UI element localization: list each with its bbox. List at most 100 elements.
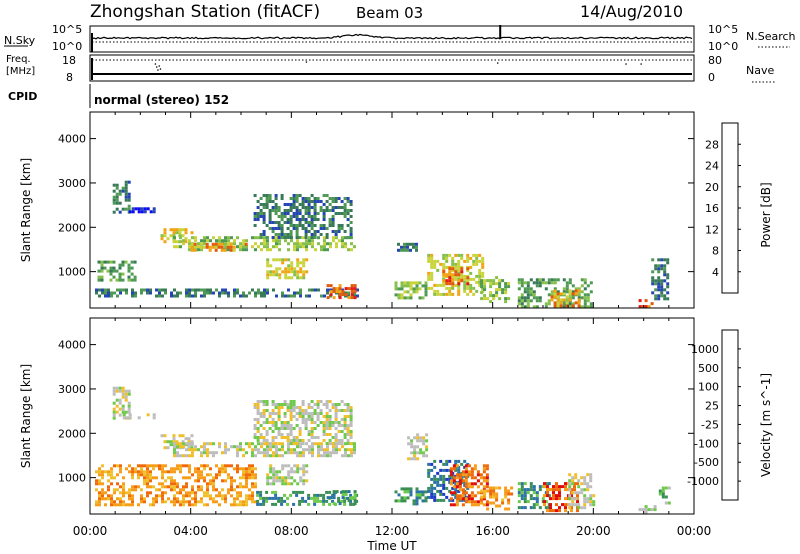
cell	[580, 506, 584, 510]
cell	[134, 485, 137, 489]
cell	[172, 437, 176, 441]
cell	[337, 430, 341, 433]
cell	[341, 493, 345, 497]
cell	[281, 442, 284, 446]
cell	[277, 403, 281, 406]
colorbar-tick-label: 28	[705, 138, 719, 151]
cell	[110, 503, 113, 507]
cell	[568, 503, 572, 507]
cell	[113, 291, 116, 295]
cell	[556, 295, 560, 299]
cell	[418, 496, 422, 500]
cell	[289, 418, 293, 421]
cell	[433, 486, 437, 490]
cell	[283, 203, 287, 206]
cell	[265, 442, 269, 445]
cell	[489, 294, 493, 298]
cell	[433, 474, 437, 478]
cell	[106, 260, 110, 264]
cell	[663, 264, 667, 268]
cell	[571, 296, 575, 300]
cell	[340, 442, 344, 445]
cell	[266, 451, 269, 455]
cell	[409, 490, 413, 494]
cell	[112, 389, 116, 393]
cell	[115, 278, 119, 282]
cell	[469, 289, 473, 293]
cell	[289, 409, 293, 412]
cell	[269, 273, 273, 277]
cell	[242, 503, 245, 507]
cell	[556, 301, 560, 305]
cell	[188, 294, 191, 298]
cell	[341, 288, 344, 292]
cell	[281, 476, 285, 480]
cell	[173, 236, 176, 240]
cell	[110, 497, 113, 501]
cell	[463, 465, 467, 469]
cell	[127, 389, 131, 393]
cell	[583, 299, 587, 303]
cell	[278, 258, 282, 262]
cell	[292, 197, 296, 200]
cell	[266, 245, 269, 249]
cell	[115, 410, 119, 414]
cell	[212, 488, 215, 492]
cell	[172, 440, 176, 444]
cell	[233, 488, 236, 492]
cell	[529, 482, 533, 486]
cell	[272, 442, 275, 446]
cell	[445, 495, 449, 499]
cell	[295, 224, 299, 227]
cell	[454, 274, 458, 278]
cell	[485, 482, 489, 486]
cell	[568, 497, 572, 501]
cell	[498, 504, 502, 508]
cell	[430, 265, 434, 269]
cell	[589, 290, 593, 294]
cell	[419, 436, 423, 440]
cell	[558, 506, 561, 510]
cell	[95, 488, 98, 492]
cell	[526, 296, 530, 300]
cell	[143, 482, 146, 486]
cell	[353, 451, 356, 455]
cell	[486, 507, 490, 511]
cell	[113, 503, 116, 507]
cell	[307, 212, 311, 215]
cell	[498, 285, 502, 289]
cell	[478, 268, 482, 272]
cell	[331, 499, 335, 503]
cell	[577, 479, 581, 483]
cell	[458, 476, 462, 480]
cell	[410, 439, 414, 443]
cell	[457, 279, 461, 283]
cell	[266, 264, 270, 268]
cell	[266, 258, 270, 262]
cell	[146, 476, 149, 480]
cell	[507, 297, 511, 301]
cell	[266, 270, 270, 274]
cell	[185, 485, 188, 489]
cell	[256, 490, 260, 494]
cell	[224, 445, 227, 449]
cell	[248, 467, 251, 471]
cell	[298, 203, 302, 206]
cell	[263, 236, 266, 240]
velocity-ylabel: Slant Range [km]	[19, 364, 33, 468]
cell	[492, 294, 496, 298]
cell	[292, 224, 296, 227]
cell	[666, 261, 670, 265]
cpid-label: CPID	[8, 90, 37, 103]
cell	[290, 470, 294, 474]
cell	[245, 451, 248, 455]
cell	[184, 228, 188, 232]
cell	[353, 287, 357, 291]
cell	[253, 424, 257, 427]
cell	[215, 494, 218, 498]
cell	[316, 403, 320, 406]
cell	[451, 286, 455, 290]
cell	[256, 400, 260, 403]
cell	[286, 424, 290, 427]
cell	[470, 500, 474, 504]
